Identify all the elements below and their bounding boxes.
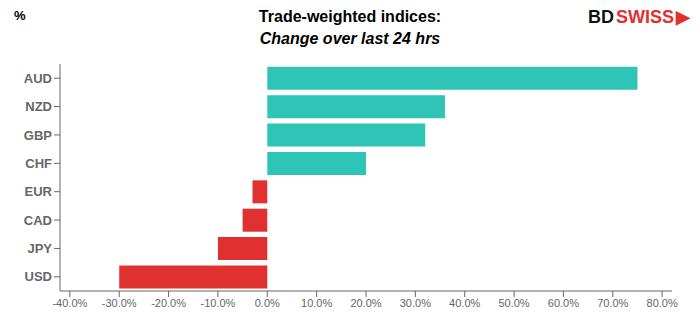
html-text:BD SWISS ▶: BD SWISS ▶ (588, 7, 690, 27)
svg-text:NZD: NZD (25, 99, 52, 114)
svg-text:AUD: AUD (24, 71, 52, 86)
svg-text:CAD: CAD (24, 213, 52, 228)
svg-text:0.0%: 0.0% (255, 297, 280, 309)
svg-text:-10.0%: -10.0% (201, 297, 236, 309)
html-text:Change over last 24 hrs: Change over last 24 hrs (259, 30, 441, 47)
svg-text:70.0%: 70.0% (597, 297, 628, 309)
svg-text:CHF: CHF (25, 156, 52, 171)
svg-text:JPY: JPY (27, 241, 52, 256)
svg-text:USD: USD (25, 269, 52, 284)
svg-text:-40.0%: -40.0% (52, 297, 87, 309)
svg-text:50.0%: 50.0% (498, 297, 529, 309)
html-text:Trade-weighted indices:: Trade-weighted indices: (258, 8, 442, 25)
svg-text:20.0%: 20.0% (350, 297, 381, 309)
svg-text:-20.0%: -20.0% (151, 297, 186, 309)
svg-text:40.0%: 40.0% (449, 297, 480, 309)
svg-text:10.0%: 10.0% (301, 297, 332, 309)
svg-text:30.0%: 30.0% (400, 297, 431, 309)
svg-text:-30.0%: -30.0% (102, 297, 137, 309)
svg-text:GBP: GBP (24, 128, 53, 143)
svg-text:80.0%: 80.0% (647, 297, 678, 309)
svg-text:60.0%: 60.0% (548, 297, 579, 309)
svg-text:EUR: EUR (25, 184, 53, 199)
